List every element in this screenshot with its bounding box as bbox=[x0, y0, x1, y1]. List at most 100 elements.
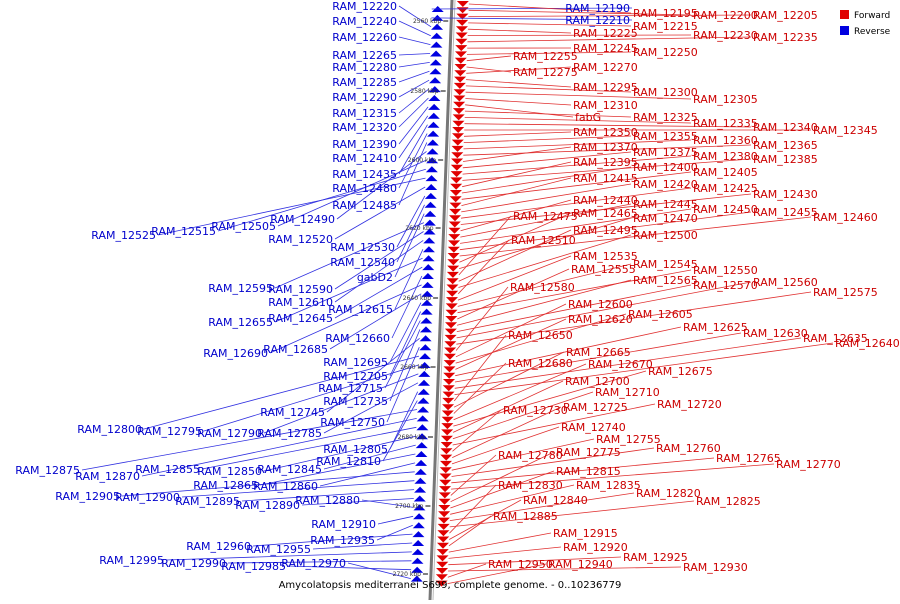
forward-gene-label[interactable]: RAM_12365 bbox=[753, 139, 818, 152]
forward-gene-label[interactable]: RAM_12205 bbox=[753, 9, 818, 22]
forward-gene-label[interactable]: RAM_12575 bbox=[813, 286, 878, 299]
reverse-gene-label[interactable]: RAM_12905 bbox=[55, 490, 120, 503]
reverse-gene-label[interactable]: RAM_12505 bbox=[211, 220, 276, 233]
reverse-gene-label[interactable]: RAM_12865 bbox=[193, 479, 258, 492]
reverse-gene-label[interactable]: RAM_12850 bbox=[197, 465, 262, 478]
forward-gene-label[interactable]: RAM_12720 bbox=[657, 398, 722, 411]
reverse-gene-label[interactable]: RAM_12890 bbox=[235, 499, 300, 512]
reverse-gene-label[interactable]: RAM_12660 bbox=[325, 332, 390, 345]
forward-gene-label[interactable]: RAM_12940 bbox=[548, 558, 613, 571]
reverse-gene-label[interactable]: RAM_12515 bbox=[151, 225, 216, 238]
reverse-gene-label[interactable]: RAM_12540 bbox=[330, 256, 395, 269]
forward-gene-label[interactable]: RAM_12400 bbox=[633, 161, 698, 174]
forward-gene-label[interactable]: RAM_12925 bbox=[623, 551, 688, 564]
reverse-gene-label[interactable]: RAM_12320 bbox=[332, 121, 397, 134]
reverse-gene-label[interactable]: RAM_12525 bbox=[91, 229, 156, 242]
forward-gene-label[interactable]: RAM_12775 bbox=[556, 446, 621, 459]
reverse-gene-label[interactable]: RAM_12970 bbox=[281, 557, 346, 570]
forward-gene-label[interactable]: RAM_12605 bbox=[628, 308, 693, 321]
reverse-gene-label[interactable]: RAM_12795 bbox=[137, 425, 202, 438]
forward-gene-label[interactable]: RAM_12405 bbox=[693, 166, 758, 179]
forward-gene-label[interactable]: RAM_12885 bbox=[493, 510, 558, 523]
reverse-gene-label[interactable]: RAM_12870 bbox=[75, 470, 140, 483]
forward-gene-label[interactable]: fabG bbox=[575, 111, 601, 124]
forward-gene-label[interactable]: RAM_12915 bbox=[553, 527, 618, 540]
reverse-gene-label[interactable]: RAM_12875 bbox=[15, 464, 80, 477]
forward-gene-label[interactable]: RAM_12535 bbox=[573, 250, 638, 263]
reverse-gene-label[interactable]: RAM_12895 bbox=[175, 495, 240, 508]
reverse-gene-label[interactable]: RAM_12810 bbox=[316, 455, 381, 468]
forward-gene-label[interactable]: RAM_12450 bbox=[693, 203, 758, 216]
forward-gene-label[interactable]: RAM_12275 bbox=[513, 66, 578, 79]
forward-gene-label[interactable]: RAM_12360 bbox=[693, 134, 758, 147]
forward-gene-label[interactable]: RAM_12640 bbox=[835, 337, 900, 350]
forward-gene-label[interactable]: RAM_12470 bbox=[633, 212, 698, 225]
forward-gene-label[interactable]: RAM_12250 bbox=[633, 46, 698, 59]
forward-gene-label[interactable]: RAM_12755 bbox=[596, 433, 661, 446]
forward-gene-label[interactable]: RAM_12465 bbox=[573, 207, 638, 220]
reverse-gene-label[interactable]: RAM_12290 bbox=[332, 91, 397, 104]
forward-gene-label[interactable]: RAM_12670 bbox=[588, 358, 653, 371]
reverse-gene-label[interactable]: RAM_12960 bbox=[186, 540, 251, 553]
reverse-gene-label[interactable]: RAM_12845 bbox=[257, 463, 322, 476]
reverse-gene-label[interactable]: RAM_12490 bbox=[270, 213, 335, 226]
forward-gene-label[interactable]: RAM_12295 bbox=[573, 81, 638, 94]
forward-gene-label[interactable]: RAM_12375 bbox=[633, 146, 698, 159]
forward-gene-label[interactable]: RAM_12475 bbox=[513, 210, 578, 223]
forward-gene-label[interactable]: RAM_12300 bbox=[633, 86, 698, 99]
forward-gene-label[interactable]: RAM_12950 bbox=[488, 558, 553, 571]
forward-gene-label[interactable]: RAM_12225 bbox=[573, 27, 638, 40]
forward-gene-label[interactable]: RAM_12620 bbox=[568, 313, 633, 326]
reverse-gene-label[interactable]: RAM_12315 bbox=[332, 107, 397, 120]
forward-gene-label[interactable]: RAM_12380 bbox=[693, 150, 758, 163]
reverse-gene-label[interactable]: RAM_12880 bbox=[295, 494, 360, 507]
forward-gene-label[interactable]: RAM_12495 bbox=[573, 224, 638, 237]
reverse-gene-label[interactable]: RAM_12715 bbox=[318, 382, 383, 395]
forward-gene-label[interactable]: RAM_12930 bbox=[683, 561, 748, 574]
reverse-gene-label[interactable]: RAM_12610 bbox=[268, 296, 333, 309]
forward-gene-label[interactable]: RAM_12215 bbox=[633, 20, 698, 33]
reverse-gene-label[interactable]: RAM_12645 bbox=[268, 312, 333, 325]
forward-gene-label[interactable]: RAM_12325 bbox=[633, 111, 698, 124]
forward-gene-label[interactable]: RAM_12825 bbox=[696, 495, 761, 508]
forward-gene-label[interactable]: RAM_12270 bbox=[573, 61, 638, 74]
reverse-gene-label[interactable]: RAM_12520 bbox=[268, 233, 333, 246]
reverse-gene-label[interactable]: RAM_12595 bbox=[208, 282, 273, 295]
forward-gene-label[interactable]: RAM_12725 bbox=[563, 401, 628, 414]
forward-gene-label[interactable]: RAM_12630 bbox=[743, 327, 808, 340]
reverse-gene-label[interactable]: RAM_12985 bbox=[221, 560, 286, 573]
reverse-gene-label[interactable]: RAM_12410 bbox=[332, 152, 397, 165]
reverse-gene-label[interactable]: RAM_12390 bbox=[332, 138, 397, 151]
reverse-gene-label[interactable]: RAM_12935 bbox=[310, 534, 375, 547]
reverse-gene-label[interactable]: RAM_12655 bbox=[208, 316, 273, 329]
forward-gene-label[interactable]: RAM_12350 bbox=[573, 126, 638, 139]
forward-gene-label[interactable]: RAM_12455 bbox=[753, 206, 818, 219]
forward-gene-label[interactable]: RAM_12235 bbox=[753, 31, 818, 44]
reverse-gene-label[interactable]: RAM_12750 bbox=[320, 416, 385, 429]
forward-gene-label[interactable]: RAM_12550 bbox=[693, 264, 758, 277]
forward-gene-label[interactable]: RAM_12345 bbox=[813, 124, 878, 137]
forward-gene-label[interactable]: RAM_12765 bbox=[716, 452, 781, 465]
forward-gene-label[interactable]: RAM_12625 bbox=[683, 321, 748, 334]
reverse-gene-label[interactable]: RAM_12860 bbox=[253, 480, 318, 493]
forward-gene-label[interactable]: RAM_12840 bbox=[523, 494, 588, 507]
forward-gene-label[interactable]: RAM_12230 bbox=[693, 29, 758, 42]
forward-gene-label[interactable]: RAM_12675 bbox=[648, 365, 713, 378]
forward-gene-label[interactable]: RAM_12650 bbox=[508, 329, 573, 342]
forward-gene-label[interactable]: RAM_12565 bbox=[633, 274, 698, 287]
forward-gene-label[interactable]: RAM_12245 bbox=[573, 42, 638, 55]
reverse-gene-label[interactable]: RAM_12855 bbox=[135, 463, 200, 476]
forward-gene-label[interactable]: RAM_12600 bbox=[568, 298, 633, 311]
forward-gene-label[interactable]: RAM_12430 bbox=[753, 188, 818, 201]
reverse-gene-label[interactable]: RAM_12285 bbox=[332, 76, 397, 89]
reverse-gene-label[interactable]: gabD2 bbox=[357, 271, 393, 284]
reverse-gene-label[interactable]: RAM_12240 bbox=[332, 15, 397, 28]
forward-gene-label[interactable]: RAM_12560 bbox=[753, 276, 818, 289]
forward-gene-label[interactable]: RAM_12570 bbox=[693, 279, 758, 292]
reverse-gene-label[interactable]: RAM_12910 bbox=[311, 518, 376, 531]
forward-gene-label[interactable]: RAM_12820 bbox=[636, 487, 701, 500]
forward-gene-label[interactable]: RAM_12830 bbox=[498, 479, 563, 492]
forward-gene-label[interactable]: RAM_12920 bbox=[563, 541, 628, 554]
reverse-gene-label[interactable]: RAM_12210 bbox=[565, 14, 630, 27]
forward-gene-label[interactable]: RAM_12355 bbox=[633, 130, 698, 143]
